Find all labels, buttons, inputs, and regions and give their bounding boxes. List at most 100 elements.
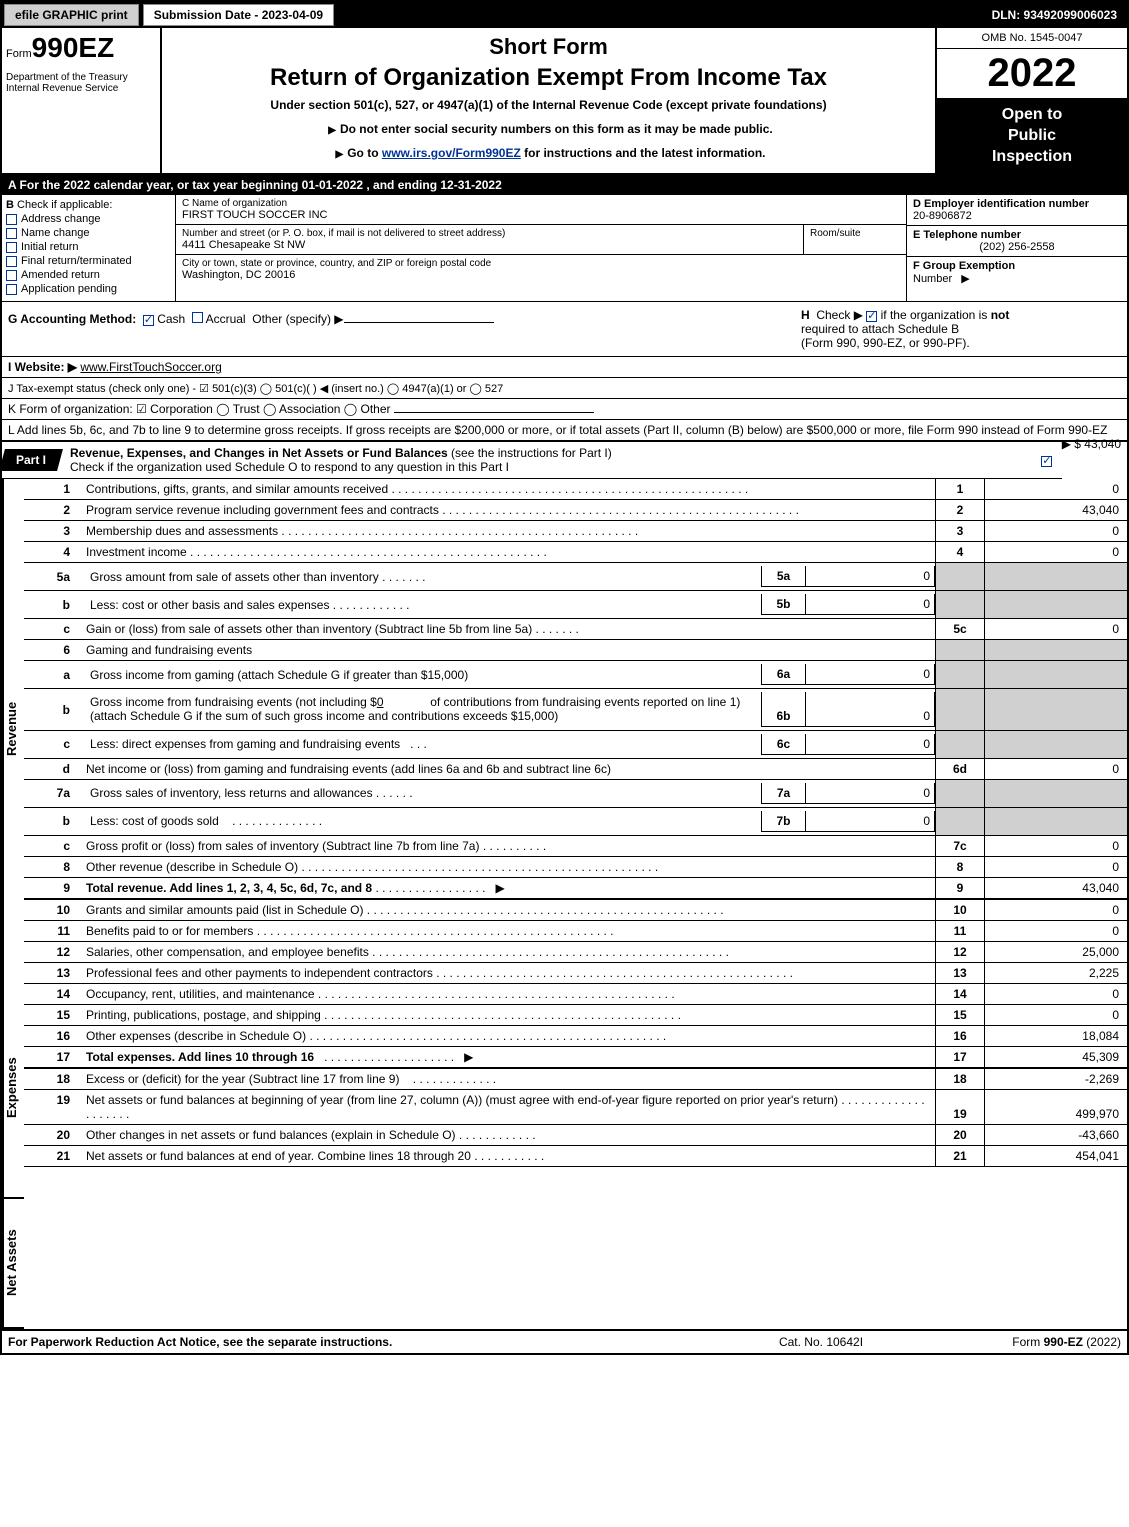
efile-print-button[interactable]: efile GRAPHIC print (4, 4, 139, 26)
line-10: 10 Grants and similar amounts paid (list… (24, 899, 1127, 921)
lbl-other-method: Other (specify) (252, 312, 331, 326)
chk-final-return[interactable] (6, 256, 17, 267)
header-center: Short Form Return of Organization Exempt… (162, 28, 935, 173)
line-12: 12 Salaries, other compensation, and emp… (24, 941, 1127, 962)
short-form-title: Short Form (168, 34, 929, 60)
footer: For Paperwork Reduction Act Notice, see … (2, 1329, 1127, 1353)
row-h: H Check ▶ if the organization is not req… (795, 302, 1127, 356)
row-a-tax-year: A For the 2022 calendar year, or tax yea… (2, 175, 1127, 195)
inspection-box: Open to Public Inspection (937, 99, 1127, 173)
ssn-note: Do not enter social security numbers on … (168, 122, 929, 136)
row-i-website: I Website: ▶ www.FirstTouchSoccer.org (2, 357, 1127, 378)
group-label: F Group Exemption (913, 260, 1015, 272)
side-expenses: Expenses (2, 979, 24, 1199)
part1-subtitle: (see the instructions for Part I) (451, 446, 612, 460)
line-18: 18 Excess or (deficit) for the year (Sub… (24, 1068, 1127, 1090)
lines-container: 1 Contributions, gifts, grants, and simi… (24, 479, 1127, 1329)
h-text2: if the organization is (881, 308, 988, 322)
line-6b: b Gross income from fundraising events (… (24, 689, 1127, 731)
chk-amended-return[interactable] (6, 270, 17, 281)
city-row: City or town, state or province, country… (176, 255, 906, 284)
line-4: 4 Investment income 4 0 (24, 542, 1127, 563)
b-check-label: Check if applicable: (17, 199, 112, 211)
6b-contrib-amt: 0 (377, 695, 384, 709)
line-6a: a Gross income from gaming (attach Sched… (24, 661, 1127, 689)
line-7a: 7a Gross sales of inventory, less return… (24, 779, 1127, 807)
line-5c: c Gain or (loss) from sale of assets oth… (24, 619, 1127, 640)
header-left: Form990EZ Department of the Treasury Int… (2, 28, 162, 173)
line-5b: b Less: cost or other basis and sales ex… (24, 591, 1127, 619)
line-16: 16 Other expenses (describe in Schedule … (24, 1025, 1127, 1046)
chk-name-change[interactable] (6, 228, 17, 239)
submission-date: Submission Date - 2023-04-09 (143, 4, 334, 26)
line-6c: c Less: direct expenses from gaming and … (24, 730, 1127, 758)
website-value[interactable]: www.FirstTouchSoccer.org (80, 360, 221, 374)
line-13: 13 Professional fees and other payments … (24, 962, 1127, 983)
ein-value: 20-8906872 (913, 210, 1121, 222)
chk-cash[interactable] (143, 315, 154, 326)
line-9: 9 Total revenue. Add lines 1, 2, 3, 4, 5… (24, 877, 1127, 899)
line-17: 17 Total expenses. Add lines 10 through … (24, 1046, 1127, 1068)
part1-check-line: Check if the organization used Schedule … (70, 460, 509, 474)
line-2: 2 Program service revenue including gove… (24, 500, 1127, 521)
line-1: 1 Contributions, gifts, grants, and simi… (24, 479, 1127, 500)
insp-3: Inspection (941, 147, 1123, 168)
line-15: 15 Printing, publications, postage, and … (24, 1004, 1127, 1025)
chk-address-change[interactable] (6, 214, 17, 225)
footer-right: Form 990-EZ (2022) (921, 1335, 1121, 1349)
section-bcd: B Check if applicable: Address change Na… (2, 195, 1127, 302)
org-name-row: C Name of organization FIRST TOUCH SOCCE… (176, 195, 906, 225)
line-14: 14 Occupancy, rent, utilities, and maint… (24, 983, 1127, 1004)
lbl-address-change: Address change (21, 213, 101, 225)
room-label: Room/suite (804, 225, 906, 254)
part1-header: Part I Revenue, Expenses, and Changes in… (2, 442, 1062, 479)
dept-treasury: Department of the Treasury (6, 72, 156, 83)
lbl-final-return: Final return/terminated (21, 255, 132, 267)
chk-schedule-o[interactable] (1041, 456, 1052, 467)
part1-title: Revenue, Expenses, and Changes in Net As… (70, 442, 1032, 478)
lines-table: 1 Contributions, gifts, grants, and simi… (24, 479, 1127, 1167)
chk-sched-b[interactable] (866, 311, 877, 322)
chk-initial-return[interactable] (6, 242, 17, 253)
chk-accrual[interactable] (192, 312, 203, 323)
k-text: K Form of organization: ☑ Corporation ◯ … (8, 402, 391, 416)
city-value: Washington, DC 20016 (182, 269, 900, 281)
form-prefix: Form (6, 48, 32, 60)
h-label: H (801, 308, 810, 322)
i-label: I Website: ▶ (8, 360, 77, 374)
under-section: Under section 501(c), 527, or 4947(a)(1)… (168, 98, 929, 112)
insp-2: Public (941, 126, 1123, 147)
top-bar: efile GRAPHIC print Submission Date - 20… (2, 2, 1127, 28)
ein-label: D Employer identification number (913, 198, 1089, 210)
form-page: efile GRAPHIC print Submission Date - 20… (0, 0, 1129, 1355)
insp-1: Open to (941, 105, 1123, 126)
line-11: 11 Benefits paid to or for members 11 0 (24, 920, 1127, 941)
footer-cat-no: Cat. No. 10642I (721, 1335, 921, 1349)
g-label: G Accounting Method: (8, 312, 136, 326)
col-d-ein: D Employer identification number 20-8906… (906, 195, 1127, 301)
row-l-gross-receipts: L Add lines 5b, 6c, and 7b to line 9 to … (2, 420, 1127, 442)
part1-label: Part I (0, 449, 63, 471)
header-row: Form990EZ Department of the Treasury Int… (2, 28, 1127, 175)
line-8: 8 Other revenue (describe in Schedule O)… (24, 856, 1127, 877)
h-text5: (Form 990, 990-EZ, or 990-PF). (801, 336, 970, 350)
goto-pre: Go to (347, 146, 382, 160)
chk-application-pending[interactable] (6, 284, 17, 295)
l-amount: ▶ $ 43,040 (1062, 437, 1121, 451)
lbl-amended-return: Amended return (21, 269, 100, 281)
omb-number: OMB No. 1545-0047 (937, 28, 1127, 49)
lbl-name-change: Name change (21, 227, 90, 239)
line-3: 3 Membership dues and assessments 3 0 (24, 521, 1127, 542)
lbl-application-pending: Application pending (21, 283, 117, 295)
line-6: 6 Gaming and fundraising events (24, 640, 1127, 661)
phone-label: E Telephone number (913, 229, 1021, 241)
irs-link[interactable]: www.irs.gov/Form990EZ (382, 146, 521, 160)
b-label: B (6, 199, 14, 211)
line-5a: 5a Gross amount from sale of assets othe… (24, 563, 1127, 591)
lbl-cash: Cash (157, 312, 185, 326)
dln-number: DLN: 93492099006023 (992, 8, 1127, 22)
h-text4: required to attach Schedule B (801, 322, 959, 336)
side-net-assets: Net Assets (2, 1199, 24, 1329)
line-20: 20 Other changes in net assets or fund b… (24, 1124, 1127, 1145)
line-6d: d Net income or (loss) from gaming and f… (24, 758, 1127, 779)
